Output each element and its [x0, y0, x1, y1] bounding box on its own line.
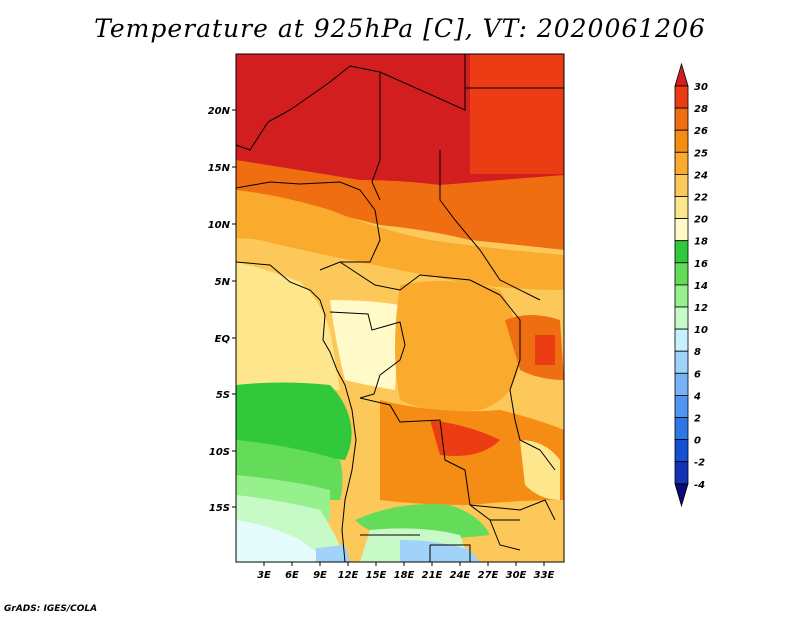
colorbar-cell [674, 240, 689, 264]
lat-label: 20N [208, 106, 231, 117]
colorbar-cell [674, 218, 689, 242]
colorbar-top-arrow [674, 62, 689, 87]
colorbar-label: 18 [694, 237, 708, 248]
lat-label: 10S [209, 447, 230, 458]
colorbar-cell [674, 372, 689, 396]
map-title: Temperature at 925hPa [C], VT: 202006120… [94, 14, 706, 43]
lon-label: 12E [338, 570, 359, 581]
latitude-labels: 20N 15N 10N 5N EQ 5S 10S 15S [208, 106, 231, 514]
sudan-hot-region [470, 54, 564, 174]
sahel-band [236, 160, 564, 250]
colorbar-label: 4 [693, 391, 701, 402]
lon-label: 18E [394, 570, 415, 581]
colorbar-label: 24 [694, 170, 708, 181]
colorbar-label: 6 [694, 369, 701, 380]
colorbar-bottom-arrow [674, 483, 689, 508]
colorbar-label: 22 [694, 193, 708, 204]
temperature-field [236, 54, 564, 562]
colorbar-cell [674, 173, 689, 197]
coastal-cool-region [236, 262, 340, 390]
country-borders [236, 54, 564, 562]
lon-label: 15E [366, 570, 387, 581]
lat-label: 10N [208, 220, 231, 231]
colorbar-cell [674, 262, 689, 286]
colorbar-cell [674, 328, 689, 352]
longitude-labels: 3E 6E 9E 12E 15E 18E 21E 24E 27E 30E 33E [257, 570, 554, 581]
colorbar-cell [674, 394, 689, 418]
colorbar-label: 12 [694, 303, 708, 314]
colorbar-label: 8 [694, 347, 701, 358]
colorbar-cell [674, 350, 689, 374]
lon-label: 27E [478, 570, 499, 581]
grads-credit: GrADS: IGES/COLA [4, 604, 98, 614]
lon-label: 6E [285, 570, 299, 581]
colorbar-label: 10 [694, 325, 708, 336]
congo-basin-region [395, 281, 520, 412]
cool-ocean-region [236, 520, 330, 562]
colorbar-cell [674, 85, 689, 109]
lake-victoria-region [535, 335, 555, 365]
colorbar-cell [674, 151, 689, 175]
colorbar-label: -2 [694, 458, 705, 469]
colorbar-label: 25 [694, 148, 708, 159]
colorbar-label: 26 [694, 126, 708, 137]
colorbar-label: 28 [694, 104, 708, 115]
ocean-green-band [236, 382, 352, 460]
lon-label: 3E [257, 570, 271, 581]
map-frame [235, 53, 565, 563]
lat-label: 5S [216, 390, 230, 401]
lon-label: 21E [422, 570, 443, 581]
colorbar-cell [674, 306, 689, 330]
lon-label: 9E [313, 570, 327, 581]
colorbar-label: 0 [694, 436, 701, 447]
lon-label: 33E [534, 570, 555, 581]
lat-label: 15N [208, 163, 231, 174]
colorbar-label: 2 [694, 414, 701, 425]
colorbar-cell [674, 107, 689, 131]
lon-label: 24E [450, 570, 471, 581]
colorbar-cell [674, 439, 689, 463]
lat-label: 5N [215, 277, 231, 288]
lat-label: EQ [215, 334, 231, 345]
colorbar-cell [674, 129, 689, 153]
lat-label: 15S [209, 503, 230, 514]
colorbar-label: 20 [694, 215, 708, 226]
colorbar-label: 30 [694, 82, 708, 93]
colorbar-cell [674, 461, 689, 485]
colorbar-cell [674, 284, 689, 308]
colorbar-label: -4 [694, 480, 705, 491]
colorbar-cell [674, 417, 689, 441]
lon-label: 30E [506, 570, 527, 581]
colorbar-label: 14 [694, 281, 708, 292]
axis-ticks [232, 109, 545, 566]
colorbar-cell [674, 196, 689, 220]
colorbar-label: 16 [694, 259, 708, 270]
